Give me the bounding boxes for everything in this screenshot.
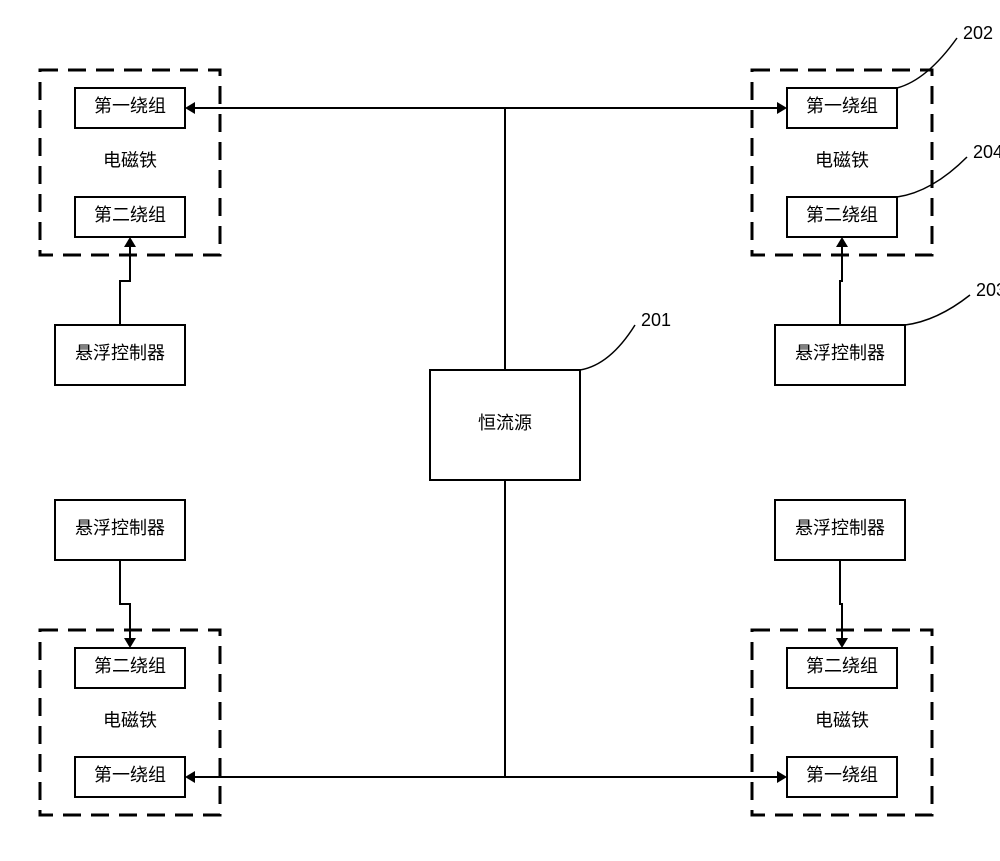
arrowhead (836, 638, 848, 648)
arrowhead (124, 638, 136, 648)
electromagnet-label: 电磁铁 (103, 151, 157, 171)
label: 第一绕组 (806, 765, 878, 785)
electromagnet-label: 电磁铁 (815, 711, 869, 731)
levitation-controller-label: 悬浮控制器 (75, 343, 165, 363)
label: 第一绕组 (94, 765, 166, 785)
ref-201: 201 (641, 310, 671, 330)
leader-203 (905, 295, 970, 325)
ref-204: 204 (973, 142, 1000, 162)
levitation-controller-label: 悬浮控制器 (795, 343, 885, 363)
constant-current-source-label: 恒流源 (478, 413, 532, 433)
label: 第一绕组 (806, 96, 878, 116)
electromagnet-label: 电磁铁 (815, 151, 869, 171)
label: 第二绕组 (94, 656, 166, 676)
arrowhead (185, 771, 195, 783)
arrowhead (185, 102, 195, 114)
electromagnet-label: 电磁铁 (103, 711, 157, 731)
leader-202 (897, 38, 957, 88)
ref-202: 202 (963, 23, 993, 43)
arrowhead (777, 102, 787, 114)
ref-203: 203 (976, 280, 1000, 300)
label: 第二绕组 (806, 205, 878, 225)
connector (840, 560, 842, 646)
connector (840, 239, 842, 325)
levitation-controller-label: 悬浮控制器 (795, 518, 885, 538)
label: 第一绕组 (94, 96, 166, 116)
connector (120, 560, 130, 646)
arrowhead (124, 237, 136, 247)
arrowhead (836, 237, 848, 247)
label: 第二绕组 (806, 656, 878, 676)
levitation-controller-label: 悬浮控制器 (75, 518, 165, 538)
arrowhead (777, 771, 787, 783)
leader-201 (580, 325, 635, 370)
connector (120, 239, 130, 325)
label: 第二绕组 (94, 205, 166, 225)
